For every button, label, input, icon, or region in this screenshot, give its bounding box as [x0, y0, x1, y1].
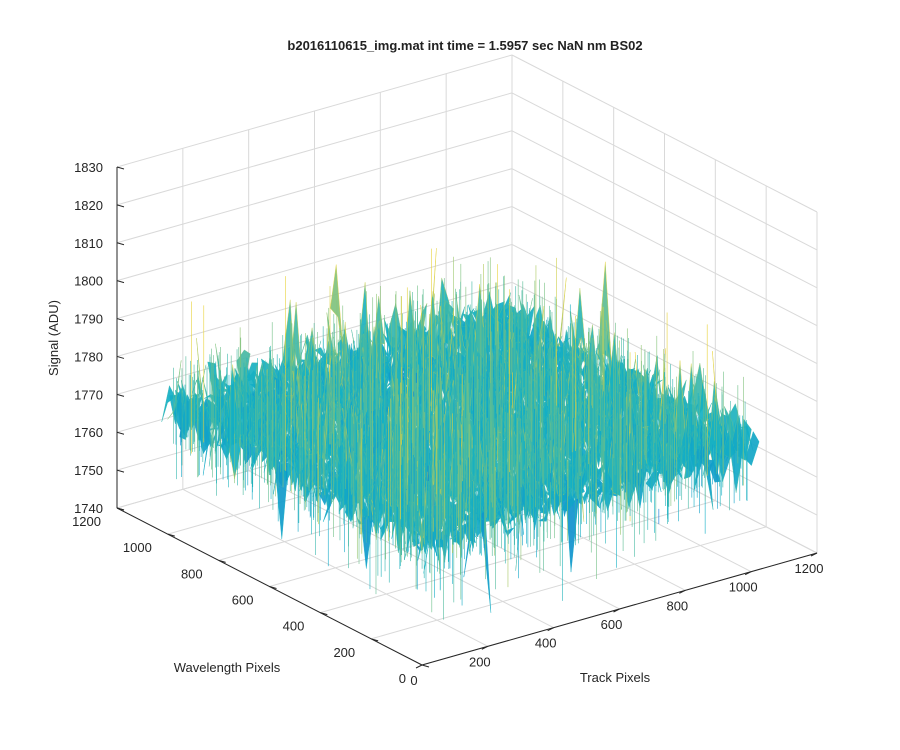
z-tick-mark [116, 507, 125, 511]
y-tick-label: 800 [181, 566, 203, 581]
surface-patch [285, 363, 300, 404]
x-tick-mark [810, 552, 818, 557]
x-tick-mark [679, 589, 686, 594]
y-tick-label: 400 [283, 619, 305, 634]
y-tick-label: 1200 [72, 514, 101, 529]
x-tick-mark [613, 608, 620, 613]
x-tick-label: 200 [469, 654, 491, 669]
x-tick-mark [481, 645, 489, 650]
z-tick-mark [116, 280, 125, 284]
back-wall-gridline-z [116, 54, 513, 168]
x-tick-mark [415, 664, 423, 669]
x-tick-label: 0 [410, 673, 417, 688]
z-tick-mark [116, 469, 125, 473]
z-tick-mark [116, 166, 125, 170]
z-tick-label: 1740 [74, 501, 103, 516]
y-tick-mark [371, 638, 379, 642]
z-tick-label: 1760 [74, 425, 103, 440]
z-tick-label: 1790 [74, 312, 103, 327]
y-tick-label: 600 [232, 593, 254, 608]
surface-patch [271, 432, 286, 460]
back-wall-gridline-z [116, 206, 513, 320]
y-tick-labels: 0 200 400 600 800 1000 1200 [72, 514, 406, 686]
side-wall-gridline-z [511, 130, 818, 289]
z-tick-mark [116, 204, 125, 208]
z-tick-labels: 1740 1750 1760 1770 1780 1790 1800 1810 1820 1830 [74, 160, 103, 516]
y-tick-mark [421, 664, 430, 668]
z-tick-mark [116, 318, 125, 322]
surface-patch [161, 385, 176, 422]
y-tick-mark [269, 586, 277, 589]
x-tick-label: 1200 [795, 561, 824, 576]
z-tick-mark [116, 431, 125, 435]
y-tick-mark [167, 533, 175, 537]
side-wall-gridline-z [511, 206, 818, 365]
x-tick-label: 400 [535, 636, 557, 651]
x-tick-mark [744, 571, 752, 576]
x-tick-label: 800 [666, 598, 688, 613]
back-wall-gridline-z [116, 130, 513, 244]
z-tick-label: 1780 [74, 349, 103, 364]
x-tick-label: 1000 [729, 580, 758, 595]
side-wall-gridline-z [511, 243, 818, 402]
surface-patch [745, 430, 760, 466]
side-wall-gridline-z [511, 92, 818, 251]
back-wall-gridline-z [116, 92, 513, 206]
y-tick-mark [218, 559, 226, 563]
side-wall-gridline-z [511, 168, 818, 327]
y-tick-label: 200 [333, 645, 355, 660]
z-tick-label: 1830 [74, 160, 103, 175]
y-tick-mark [320, 612, 328, 616]
surface-patch [202, 428, 217, 476]
z-tick-label: 1810 [74, 236, 103, 251]
z-tick-mark [116, 393, 125, 397]
y-tick-label: 0 [399, 671, 406, 686]
floor-gridline-y [320, 500, 716, 614]
surface-data [161, 248, 760, 620]
y-tick-label: 1000 [123, 540, 152, 555]
x-tick-labels: 0 200 400 600 800 1000 1200 [410, 561, 823, 688]
surface-patch [561, 494, 576, 512]
back-wall-gridline-z [116, 168, 513, 282]
chart-title: b2016110615_img.mat int time = 1.5957 se… [287, 38, 642, 53]
z-tick-label: 1770 [74, 387, 103, 402]
x-tick-mark [547, 627, 554, 632]
z-tick-mark [116, 355, 125, 359]
y-axis-label: Wavelength Pixels [174, 660, 281, 675]
x-axis-label: Track Pixels [580, 670, 651, 685]
side-wall-gridline-z [511, 54, 818, 213]
x-tick-label: 600 [601, 617, 623, 632]
z-tick-mark [116, 242, 125, 246]
back-wall-gridline-z [116, 243, 513, 357]
z-tick-label: 1800 [74, 274, 103, 289]
z-tick-label: 1820 [74, 198, 103, 213]
z-axis-label: Signal (ADU) [46, 300, 61, 376]
floor-gridline-y [371, 526, 767, 640]
z-tick-label: 1750 [74, 463, 103, 478]
axes [116, 166, 818, 669]
